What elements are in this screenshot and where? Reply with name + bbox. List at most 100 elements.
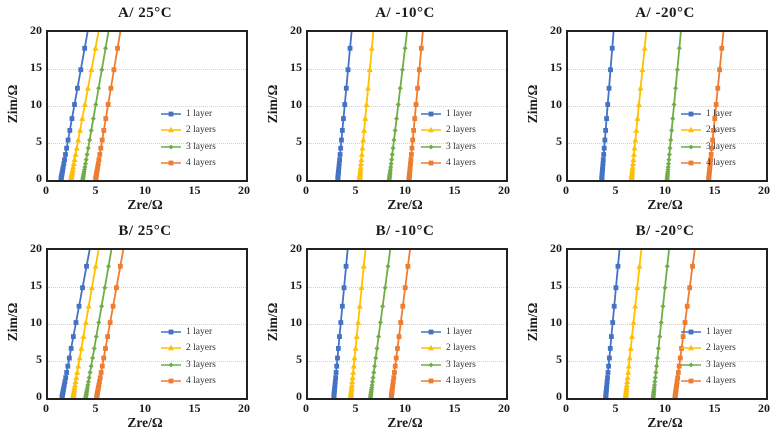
series-marker-4-layers [708, 152, 714, 157]
series-marker-4-layers [408, 152, 414, 157]
series-2-layers [622, 250, 643, 398]
subplot-b-10-c: B/ -10°C Zim/Ω Zre/Ω 0 5 10 15 20 0 5 10 15 20 1 laye… [260, 218, 520, 436]
series-marker-3-layers [658, 319, 664, 326]
plot-area: 1 layer 2 layers 3 layers 4 layers [566, 30, 768, 182]
series-marker-2-layers [70, 163, 77, 170]
x-tick-label: 15 [188, 401, 201, 415]
legend-marker-glyph [168, 160, 174, 166]
series-marker-4-layers [98, 370, 104, 375]
series-marker-3-layers [85, 382, 91, 388]
series-marker-2-layers [80, 333, 87, 339]
legend-marker-glyph [168, 126, 174, 133]
series-marker-3-layers [671, 101, 677, 108]
series-marker-3-layers [654, 363, 660, 369]
x-tick-label: 5 [352, 401, 359, 415]
y-tick-label: 5 [556, 134, 562, 148]
series-marker-4-layers [402, 285, 408, 291]
x-tick-label: 20 [758, 183, 770, 197]
legend-item-4-layers: 4 layers [420, 375, 476, 388]
gridline-y-10 [308, 324, 506, 325]
x-tick-label: 10 [139, 183, 151, 197]
series-marker-2-layers [359, 144, 366, 151]
legend-marker-1-layer-icon [681, 329, 701, 334]
legend-item-3-layers: 3 layers [420, 140, 476, 153]
series-marker-1-layer [600, 167, 605, 173]
legend-item-3-layers: 3 layers [420, 358, 476, 371]
series-marker-3-layers [82, 161, 89, 167]
series-marker-2-layers [366, 66, 373, 73]
y-tick-label: 0 [296, 389, 302, 403]
series-marker-1-layer [60, 167, 66, 173]
series-marker-3-layers [87, 369, 93, 376]
legend-marker-1-layer-icon [421, 329, 441, 334]
series-marker-2-layers [360, 263, 367, 269]
series-marker-2-layers [76, 354, 83, 361]
series-marker-2-layers [361, 127, 368, 133]
legend-item-3-layers: 3 layers [160, 140, 216, 153]
y-tick-label: 0 [296, 171, 302, 185]
x-tick-label: 15 [448, 183, 461, 197]
series-marker-1-layer [82, 45, 88, 51]
series-marker-1-layer [601, 152, 607, 157]
series-marker-4-layers [105, 102, 111, 107]
x-tick-label: 10 [139, 401, 151, 415]
series-marker-3-layers [373, 355, 379, 361]
series-marker-2-layers [641, 45, 648, 51]
series-marker-3-layers [664, 263, 670, 269]
gridline-y-10 [48, 106, 246, 107]
x-axis-label: Zre/Ω [127, 197, 163, 212]
legend-item-1-layer: 1 layer [160, 325, 216, 338]
series-marker-3-layers [665, 161, 672, 167]
series-marker-2-layers [626, 354, 633, 361]
series-4-layers [388, 250, 411, 398]
legend-marker-glyph [428, 378, 434, 384]
series-marker-4-layers [99, 363, 105, 369]
series-marker-3-layers [86, 375, 92, 381]
series-marker-1-layer [339, 128, 345, 133]
legend-marker-glyph [428, 344, 434, 351]
series-marker-1-layer [338, 145, 344, 151]
y-tick-label: 0 [556, 389, 562, 403]
series-marker-2-layers [73, 144, 80, 151]
series-marker-4-layers [675, 375, 681, 381]
series-marker-4-layers [707, 167, 713, 173]
series-marker-1-layer [602, 137, 608, 143]
series-marker-4-layers [675, 370, 681, 375]
legend-item-2-layers: 2 layers [420, 124, 476, 137]
series-marker-1-layer [334, 363, 340, 369]
series-marker-3-layers [93, 101, 99, 108]
series-1-layer [58, 32, 89, 180]
series-marker-2-layers [629, 160, 636, 167]
series-marker-4-layers [391, 375, 397, 381]
series-marker-3-layers [84, 151, 90, 158]
series-marker-1-layer [75, 85, 80, 91]
x-tick-label: 0 [43, 183, 49, 197]
series-marker-1-layer [337, 334, 342, 339]
legend-item-4-layers: 4 layers [680, 157, 736, 170]
series-marker-4-layers [712, 116, 718, 121]
series-marker-4-layers [409, 145, 415, 151]
series-marker-1-layer [345, 67, 351, 73]
series-marker-4-layers [97, 152, 103, 157]
series-marker-2-layers [623, 381, 630, 388]
series-marker-1-layer [604, 382, 610, 388]
y-tick-label: 20 [550, 23, 562, 37]
series-marker-1-layer [339, 303, 345, 309]
series-marker-2-layers [360, 136, 367, 143]
series-marker-2-layers [77, 127, 84, 133]
series-marker-2-layers [81, 101, 88, 107]
series-2-layers [68, 32, 100, 180]
series-marker-2-layers [350, 369, 357, 375]
series-marker-1-layer [64, 145, 70, 151]
series-marker-3-layers [668, 137, 674, 143]
series-marker-3-layers [674, 67, 680, 73]
series-marker-3-layers [673, 85, 679, 91]
series-marker-2-layers [350, 362, 357, 369]
x-tick-label: 20 [758, 401, 770, 415]
series-1-layer [335, 32, 353, 180]
legend-item-2-layers: 2 layers [160, 124, 216, 137]
legend-marker-4-layers-icon [421, 160, 441, 166]
series-marker-4-layers [673, 385, 679, 391]
series-marker-4-layers [98, 145, 104, 151]
subplot-title: A/ -10°C [375, 5, 435, 21]
